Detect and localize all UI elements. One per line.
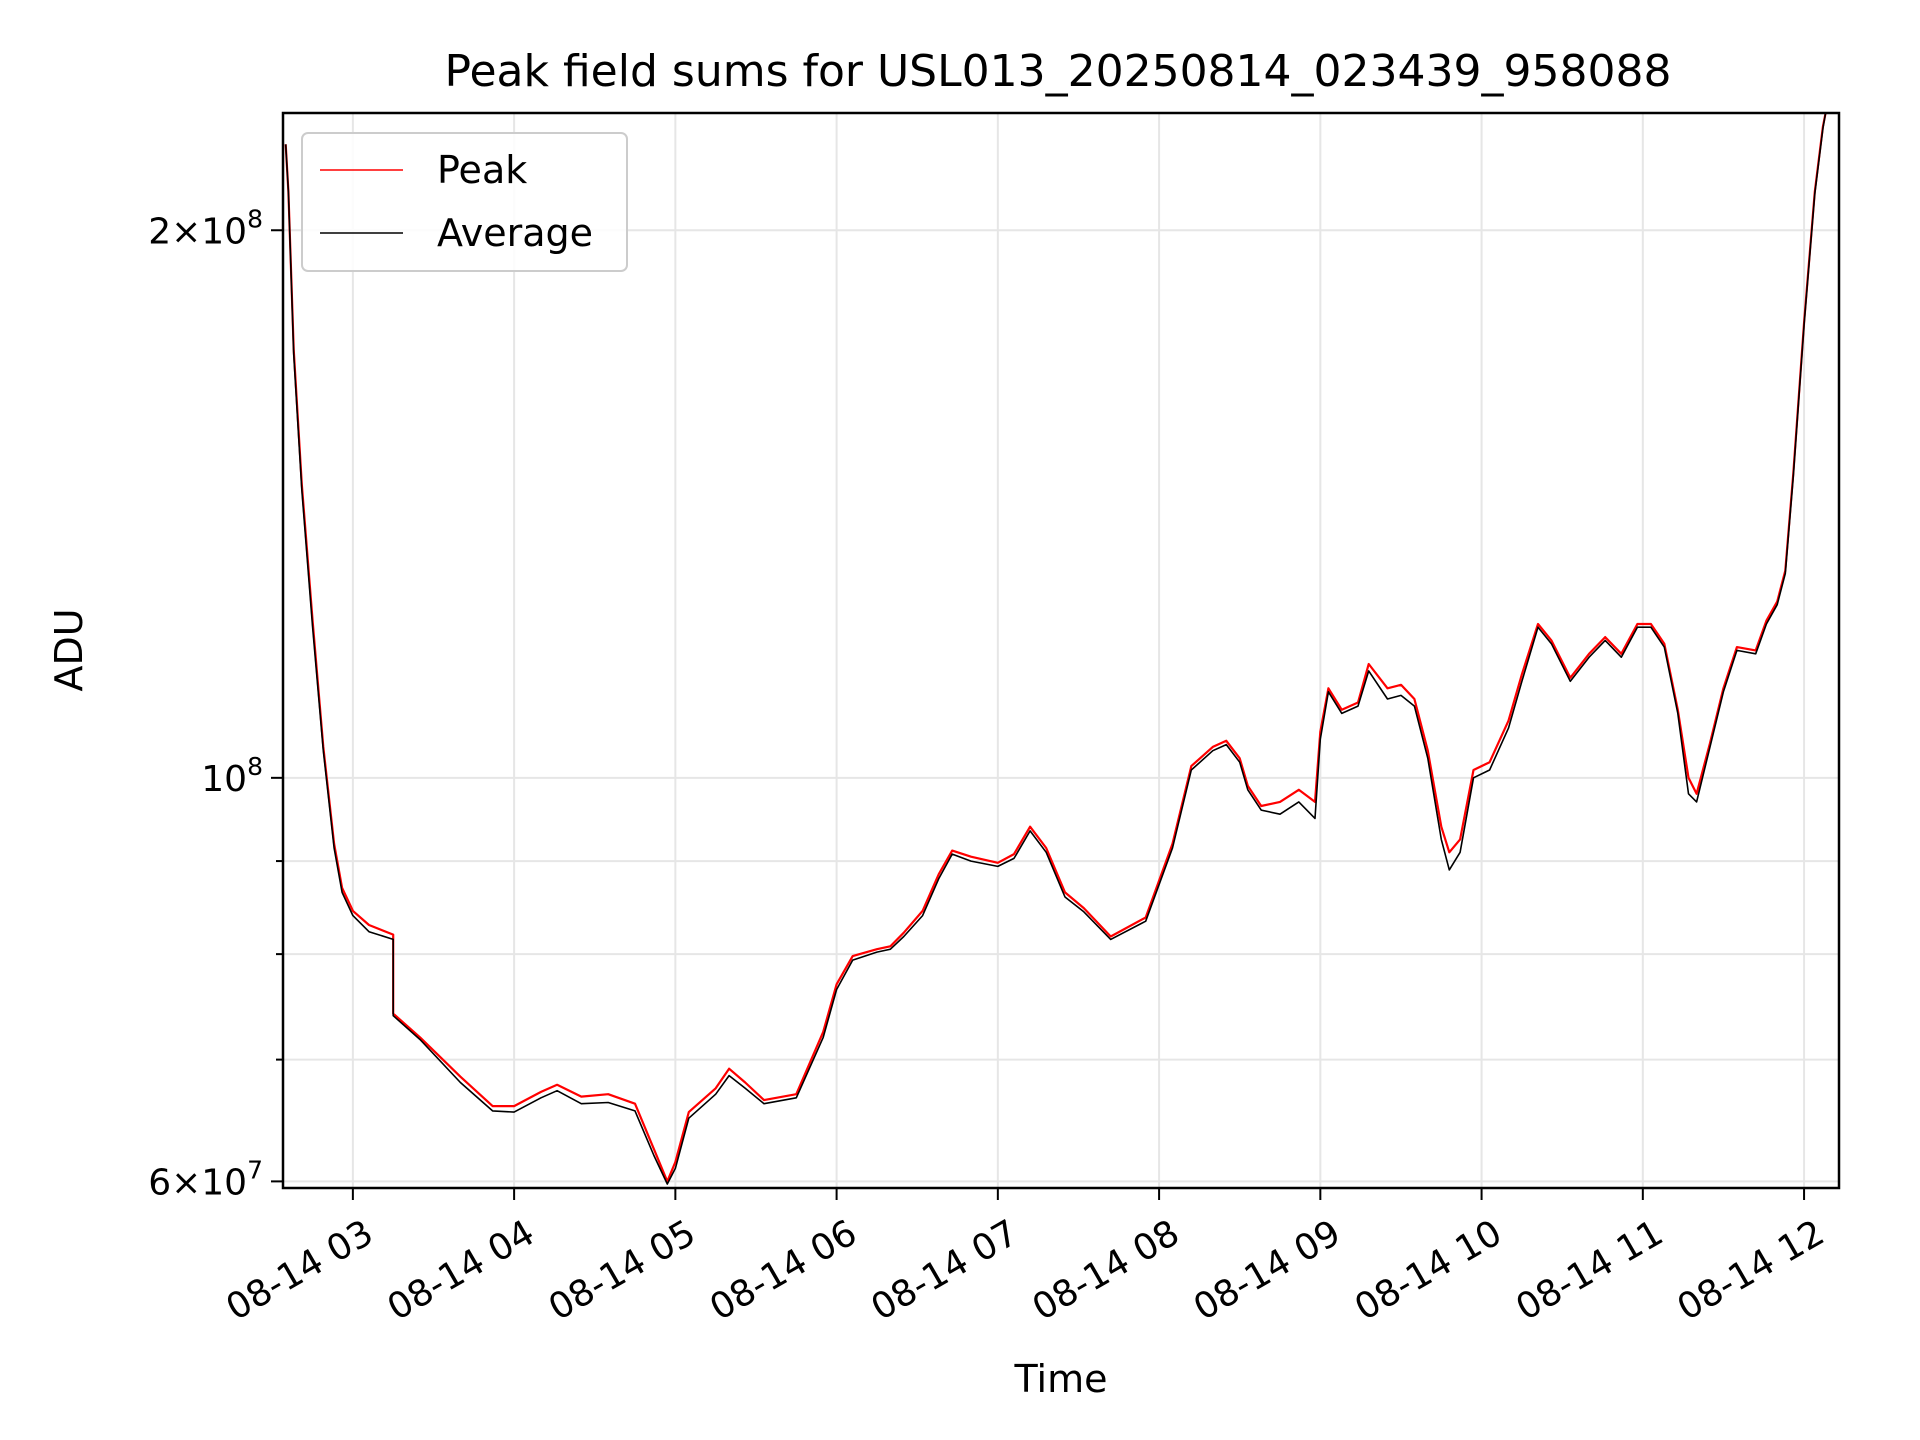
plot-frame xyxy=(281,111,1841,1190)
y-tick-mantissa: 6×10 xyxy=(148,1162,247,1203)
legend-label-peak: Peak xyxy=(437,148,527,192)
x-axis-label: Time xyxy=(1014,1357,1108,1401)
y-tick-mantissa: 2×10 xyxy=(148,211,247,252)
series-line-average xyxy=(284,112,1827,1185)
grid-lines xyxy=(283,113,1839,1188)
y-tick-label: 6×107 xyxy=(148,1155,263,1203)
plot-lines xyxy=(284,112,1827,1185)
chart-title: Peak field sums for USL013_20250814_0234… xyxy=(445,46,1672,97)
y-tick-exponent: 7 xyxy=(247,1155,263,1184)
legend-box xyxy=(301,132,628,272)
series-line-peak xyxy=(284,112,1827,1183)
y-tick-label: 2×108 xyxy=(148,204,263,252)
legend-label-average: Average xyxy=(437,211,593,255)
y-tick-mantissa: 10 xyxy=(201,759,247,800)
y-tick-label: 108 xyxy=(201,752,263,800)
y-tick-exponent: 8 xyxy=(247,752,263,781)
legend: Peak Average xyxy=(301,132,628,272)
y-axis-label: ADU xyxy=(47,608,91,691)
y-tick-exponent: 8 xyxy=(247,204,263,233)
